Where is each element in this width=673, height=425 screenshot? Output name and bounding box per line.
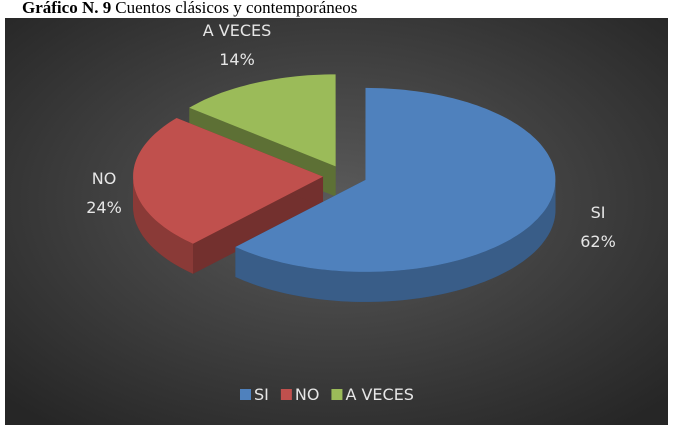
- slice-wall: [235, 179, 556, 302]
- slice: [189, 74, 336, 167]
- data-label-category: SI: [591, 203, 606, 222]
- legend: SI NO A VECES: [240, 385, 414, 404]
- legend-swatch: [280, 389, 292, 400]
- pie: SI 62% NO 24% A VECES 14%: [86, 21, 616, 302]
- legend-label: NO: [295, 385, 320, 404]
- data-label-value: 24%: [86, 198, 122, 217]
- data-label-value: 14%: [219, 50, 255, 69]
- data-label-value: 62%: [580, 232, 616, 251]
- figure-label: Gráfico N. 9: [22, 0, 111, 17]
- data-label-category: A VECES: [203, 21, 272, 40]
- slice-side: [192, 176, 324, 274]
- data-label-category: NO: [92, 169, 117, 188]
- legend-label: SI: [254, 385, 269, 404]
- slice: [235, 87, 556, 272]
- legend-label: A VECES: [345, 385, 414, 404]
- title-text: Cuentos clásicos y contemporáneos: [115, 0, 357, 17]
- slice: [133, 118, 324, 244]
- chart-title: Gráfico N. 9 Cuentos clásicos y contempor…: [22, 0, 357, 17]
- legend-swatch: [240, 389, 251, 400]
- slice-wall: [133, 176, 193, 274]
- legend-swatch: [331, 389, 343, 400]
